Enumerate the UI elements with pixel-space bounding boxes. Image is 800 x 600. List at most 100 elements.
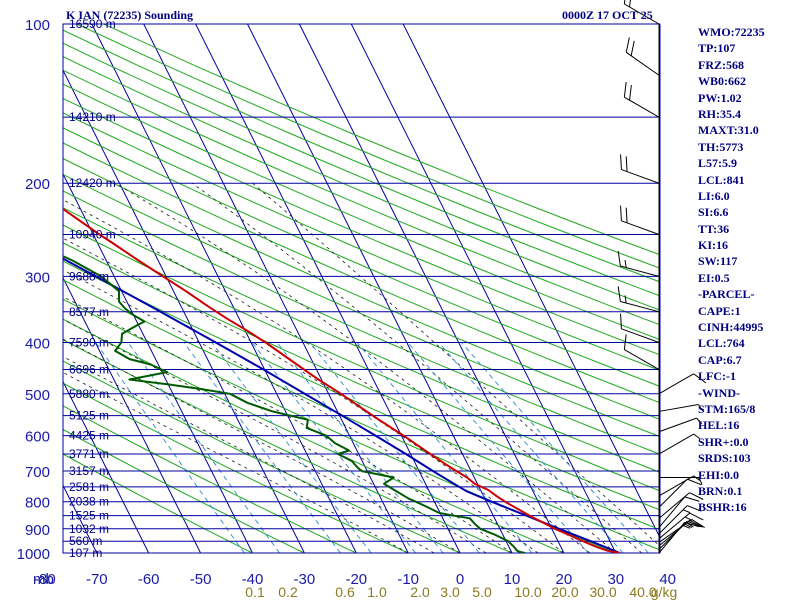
height-label: 7590 m <box>69 335 109 349</box>
dry-adiabat <box>63 42 660 297</box>
index-item: CAPE:1 <box>698 303 741 318</box>
index-item: LCL:841 <box>698 172 745 187</box>
mixing-ratio-label: g/kg <box>651 584 677 600</box>
index-item: -PARCEL- <box>698 287 755 302</box>
dewpoint-trace <box>63 255 526 553</box>
pressure-tick-label: 100 <box>25 17 50 34</box>
height-label: 6696 m <box>69 363 109 377</box>
wind-barb <box>617 286 660 313</box>
index-item: CAP:6.7 <box>698 352 742 367</box>
mixing-ratio-label: 3.0 <box>440 584 460 600</box>
moist-adiabat <box>63 356 435 553</box>
index-item: L57:5.9 <box>698 156 737 171</box>
isotherm-line <box>350 24 617 553</box>
wind-barb <box>623 81 660 118</box>
moist-adiabat <box>191 182 643 553</box>
wind-barb <box>658 373 707 395</box>
height-label: 10940 m <box>69 228 116 242</box>
moist-adiabat <box>63 338 461 553</box>
temperature-tick-label: 0 <box>456 571 464 588</box>
index-item: TT:36 <box>698 221 730 236</box>
valid-time: 0000Z 17 OCT 25 <box>562 8 653 22</box>
mixing-ratio-label: 40.0 <box>629 584 656 600</box>
isotherm-line <box>63 172 253 553</box>
index-item: KI:16 <box>698 238 728 253</box>
pressure-unit-label: mb <box>33 571 54 588</box>
pressure-tick-label: 700 <box>25 464 50 481</box>
wind-barb <box>620 205 660 235</box>
temperature-tick-label: -70 <box>86 571 108 588</box>
mixing-ratio-line <box>276 342 444 553</box>
height-label: 3157 m <box>69 464 109 478</box>
wind-barb <box>658 403 703 412</box>
index-item: BSHR:16 <box>698 500 747 515</box>
parcel-trace <box>63 257 621 553</box>
pressure-tick-label: 500 <box>25 387 50 404</box>
height-label: 2581 m <box>69 480 109 494</box>
isotherm-line <box>143 24 409 553</box>
isotherm-line <box>63 380 150 553</box>
mixing-ratio-label: 5.0 <box>472 584 492 600</box>
mixing-ratio-line <box>407 342 589 553</box>
isotherm-line <box>91 24 357 553</box>
mixing-ratio-label: 10.0 <box>514 584 541 600</box>
index-item: HEL:16 <box>698 418 740 433</box>
index-item: CINH:44995 <box>698 320 764 335</box>
isotherm-line <box>402 24 660 539</box>
index-item: LFC:-1 <box>698 369 736 384</box>
height-label: 5125 m <box>69 409 109 423</box>
index-item: STM:165/8 <box>698 401 756 416</box>
temperature-tick-label: 40 <box>659 571 676 588</box>
stability-indices-panel: WMO:72235 TP:107 FRZ:568 WB0:662 PW:1.02 RH:3… <box>698 24 798 516</box>
index-item: RH:35.4 <box>698 106 741 121</box>
pressure-tick-label: 200 <box>25 176 50 193</box>
pressure-tick-label: 800 <box>25 495 50 512</box>
wind-barb <box>625 37 660 76</box>
mixing-ratio-label: 0.6 <box>335 584 355 600</box>
wind-barb <box>659 477 703 485</box>
temperature-trace <box>63 207 621 553</box>
temperature-tick-label: 20 <box>556 571 573 588</box>
height-label: 1032 m <box>69 522 109 536</box>
sounding-traces <box>63 207 621 553</box>
mixing-ratio-line <box>211 342 372 553</box>
height-label: 1525 m <box>69 509 109 523</box>
mixing-ratio-line <box>438 342 624 553</box>
pressure-tick-label: 300 <box>25 269 50 286</box>
height-label: 14210 m <box>69 110 116 124</box>
wind-barb <box>658 521 700 554</box>
wind-barb <box>658 505 702 535</box>
station-title: K IAN (72235) Sounding <box>66 8 194 22</box>
index-item: PW:1.02 <box>698 90 742 105</box>
temperature-tick-label: -30 <box>294 571 316 588</box>
height-label: 107 m <box>69 546 102 560</box>
moist-adiabat <box>252 182 660 547</box>
height-label: 3771 m <box>69 447 109 461</box>
chart-frame <box>62 23 661 554</box>
mixing-ratio-label: 0.2 <box>278 584 298 600</box>
index-item: SHR+:0.0 <box>698 434 749 449</box>
index-item: -WIND- <box>698 385 740 400</box>
index-item: SI:6.6 <box>698 205 729 220</box>
wind-barb <box>620 313 660 343</box>
mixing-ratio-label: 0.1 <box>245 584 265 600</box>
height-label: 16590 m <box>69 17 116 31</box>
height-label: 8577 m <box>69 305 109 319</box>
wind-barb <box>620 154 660 184</box>
isotherm-line <box>63 69 305 553</box>
temperature-tick-label: -20 <box>345 571 367 588</box>
temperature-tick-label: -80 <box>34 571 56 588</box>
wind-barb <box>658 496 700 528</box>
mixing-ratio-label: 2.0 <box>410 584 430 600</box>
temperature-tick-label: 10 <box>504 571 521 588</box>
wind-barb <box>658 512 704 540</box>
isotherm-line <box>63 276 202 553</box>
mixing-ratio-line <box>127 342 280 553</box>
dry-adiabat <box>103 24 660 256</box>
wind-barb <box>658 433 701 455</box>
index-item: EI:0.5 <box>698 270 730 285</box>
dry-adiabat <box>63 382 409 553</box>
pressure-tick-label: 900 <box>25 522 50 539</box>
index-item: FRZ:568 <box>698 57 744 72</box>
